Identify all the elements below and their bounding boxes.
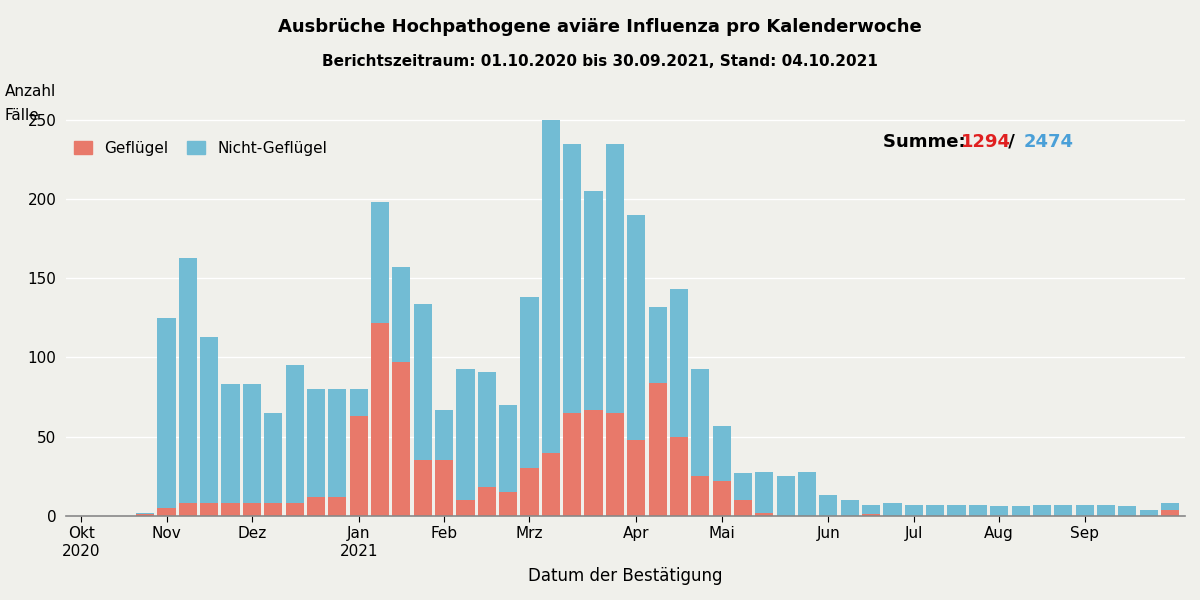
Bar xyxy=(222,503,240,516)
X-axis label: Datum der Bestätigung: Datum der Bestätigung xyxy=(528,567,722,585)
Bar xyxy=(222,385,240,503)
Bar xyxy=(200,503,218,516)
Bar xyxy=(392,267,410,362)
Bar xyxy=(371,323,389,516)
Bar xyxy=(1097,505,1115,516)
Bar xyxy=(862,514,880,516)
Bar xyxy=(242,385,260,503)
Bar xyxy=(734,473,752,500)
Text: Berichtszeitraum: 01.10.2020 bis 30.09.2021, Stand: 04.10.2021: Berichtszeitraum: 01.10.2020 bis 30.09.2… xyxy=(322,54,878,69)
Bar xyxy=(499,405,517,492)
Bar xyxy=(1033,505,1051,516)
Bar xyxy=(820,495,838,516)
Bar xyxy=(691,476,709,516)
Bar xyxy=(734,500,752,516)
Bar xyxy=(584,191,602,410)
Bar xyxy=(990,506,1008,516)
Text: Fälle: Fälle xyxy=(5,108,40,123)
Bar xyxy=(648,307,667,383)
Bar xyxy=(286,503,304,516)
Bar xyxy=(436,460,454,516)
Bar xyxy=(968,505,986,516)
Bar xyxy=(371,202,389,323)
Bar xyxy=(862,505,880,514)
Text: Summe:: Summe: xyxy=(883,133,972,151)
Legend: Geflügel, Nicht-Geflügel: Geflügel, Nicht-Geflügel xyxy=(73,140,328,155)
Bar xyxy=(1012,506,1030,516)
Bar xyxy=(157,318,175,508)
Bar xyxy=(521,469,539,516)
Bar xyxy=(606,143,624,413)
Bar xyxy=(264,413,282,503)
Bar xyxy=(776,476,794,516)
Bar xyxy=(541,452,560,516)
Bar xyxy=(136,514,155,516)
Bar xyxy=(179,503,197,516)
Bar xyxy=(499,492,517,516)
Bar xyxy=(1160,509,1180,516)
Text: /: / xyxy=(1002,133,1021,151)
Bar xyxy=(136,512,155,514)
Bar xyxy=(414,460,432,516)
Bar xyxy=(541,120,560,452)
Bar xyxy=(179,258,197,503)
Bar xyxy=(456,500,474,516)
Bar xyxy=(521,298,539,469)
Bar xyxy=(329,497,347,516)
Bar xyxy=(648,383,667,516)
Bar xyxy=(414,304,432,460)
Bar xyxy=(755,512,774,516)
Bar xyxy=(628,440,646,516)
Bar xyxy=(349,416,367,516)
Bar xyxy=(1055,505,1073,516)
Bar xyxy=(286,365,304,503)
Bar xyxy=(841,500,859,516)
Bar xyxy=(670,289,688,437)
Text: Anzahl: Anzahl xyxy=(5,83,56,98)
Bar xyxy=(264,503,282,516)
Text: 2474: 2474 xyxy=(1024,133,1074,151)
Bar xyxy=(307,389,325,497)
Bar xyxy=(691,368,709,476)
Bar xyxy=(242,503,260,516)
Bar xyxy=(798,472,816,516)
Bar xyxy=(329,389,347,497)
Bar xyxy=(606,413,624,516)
Bar xyxy=(905,505,923,516)
Bar xyxy=(628,215,646,440)
Bar xyxy=(883,503,901,516)
Text: 1294: 1294 xyxy=(961,133,1012,151)
Bar xyxy=(349,389,367,416)
Bar xyxy=(563,143,581,413)
Bar xyxy=(157,508,175,516)
Bar xyxy=(584,410,602,516)
Bar xyxy=(200,337,218,503)
Bar xyxy=(307,497,325,516)
Text: Ausbrüche Hochpathogene aviäre Influenza pro Kalenderwoche: Ausbrüche Hochpathogene aviäre Influenza… xyxy=(278,18,922,36)
Bar xyxy=(948,505,966,516)
Bar xyxy=(456,368,474,500)
Bar xyxy=(926,505,944,516)
Bar xyxy=(436,410,454,460)
Bar xyxy=(1140,509,1158,516)
Bar xyxy=(392,362,410,516)
Bar xyxy=(1118,506,1136,516)
Bar xyxy=(478,487,496,516)
Bar xyxy=(755,472,774,512)
Bar xyxy=(478,372,496,487)
Bar xyxy=(670,437,688,516)
Bar xyxy=(713,481,731,516)
Bar xyxy=(713,425,731,481)
Bar xyxy=(1160,503,1180,509)
Bar xyxy=(563,413,581,516)
Bar xyxy=(1075,505,1093,516)
